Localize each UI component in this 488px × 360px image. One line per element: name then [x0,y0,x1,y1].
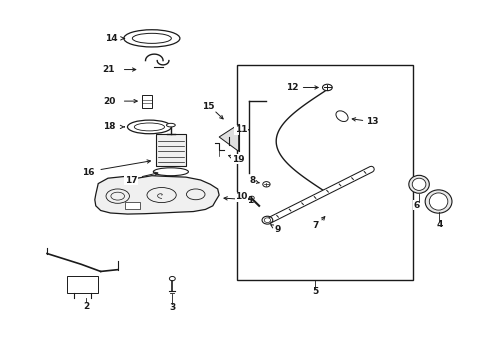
Text: 10: 10 [235,192,247,201]
Bar [142,95,152,108]
Text: 13: 13 [365,117,378,126]
Text: 9: 9 [274,225,280,234]
Bar [125,202,140,209]
Polygon shape [95,176,219,214]
Text: 4: 4 [435,220,442,229]
Text: 20: 20 [102,96,115,105]
Text: 6: 6 [413,201,419,210]
Text: 21: 21 [102,65,115,74]
Bar [156,134,185,166]
Text: 15: 15 [201,102,214,111]
Text: 18: 18 [102,122,115,131]
Ellipse shape [132,33,171,43]
Ellipse shape [264,218,270,222]
Text: 8: 8 [249,176,255,185]
Ellipse shape [169,276,175,281]
Text: 1: 1 [247,195,253,204]
Bar [66,276,98,293]
Text: 7: 7 [311,221,318,230]
Text: 11: 11 [234,125,247,134]
Ellipse shape [424,190,451,213]
Text: 2: 2 [83,302,89,311]
Text: 19: 19 [231,155,244,164]
Text: 17: 17 [125,176,138,185]
Bar [237,65,412,280]
Ellipse shape [411,178,425,190]
Text: 12: 12 [285,83,298,92]
Text: 16: 16 [82,168,95,177]
Text: 3: 3 [169,303,175,312]
Ellipse shape [134,123,164,131]
Ellipse shape [166,123,175,127]
Text: 5: 5 [311,287,318,296]
Ellipse shape [428,193,447,210]
Text: 14: 14 [105,34,118,43]
Ellipse shape [408,175,428,193]
Polygon shape [219,125,238,151]
